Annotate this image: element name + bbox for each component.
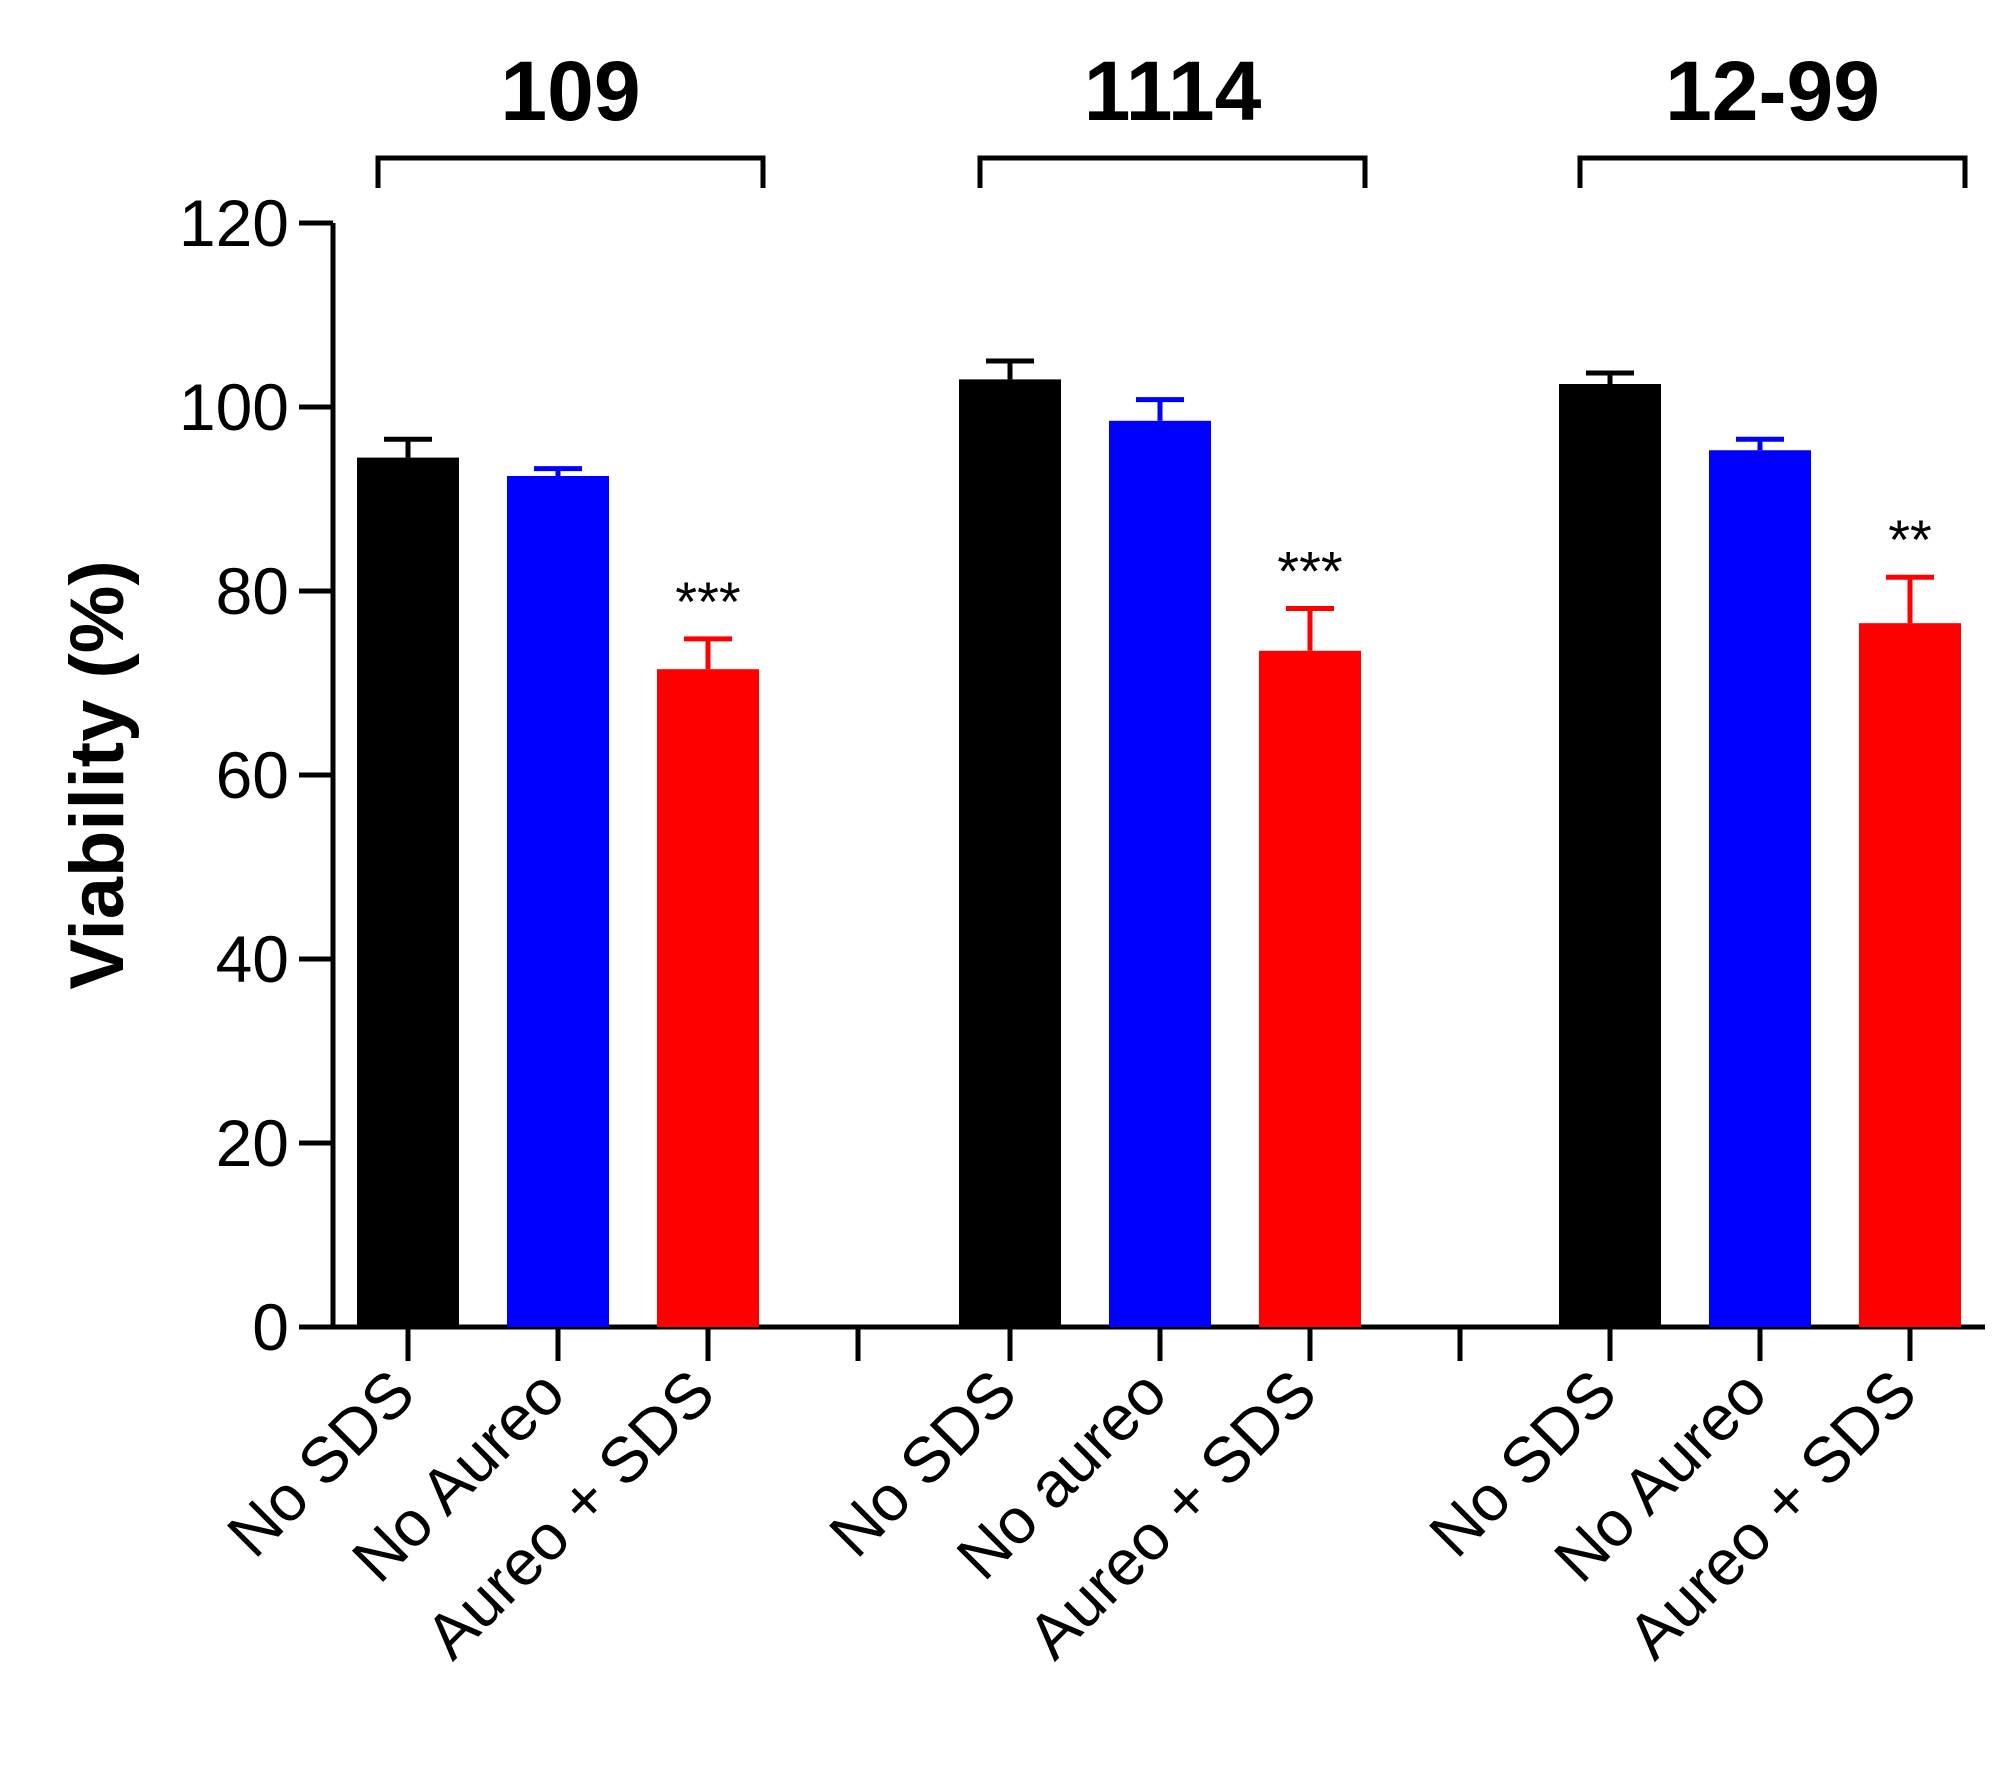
group-bracket (1577, 155, 1968, 188)
significance-label: *** (1277, 539, 1342, 602)
bar (657, 669, 759, 1327)
y-tick-label: 80 (216, 554, 289, 628)
y-tick-label: 20 (216, 1106, 289, 1180)
y-tick-label: 0 (252, 1290, 289, 1364)
y-axis-title: Viability (%) (55, 560, 140, 989)
bar (1259, 650, 1361, 1327)
y-tick-label: 60 (216, 738, 289, 812)
group-title: 12-99 (1665, 44, 1880, 138)
y-tick-label: 120 (179, 186, 289, 260)
group-bracket (375, 155, 766, 188)
group-title: 1114 (1084, 44, 1262, 138)
y-tick-label: 100 (179, 370, 289, 444)
bar (357, 457, 459, 1328)
bar (1709, 450, 1811, 1327)
group-title: 109 (500, 44, 640, 138)
bar (1559, 384, 1661, 1327)
bar (507, 476, 609, 1327)
bar (1859, 623, 1961, 1327)
y-tick-label: 40 (216, 922, 289, 996)
group-bracket (977, 155, 1368, 188)
bars (357, 358, 1961, 1328)
bar (1109, 420, 1211, 1327)
significance-label: *** (675, 570, 740, 633)
bar (959, 379, 1061, 1327)
significance-label: ** (1888, 508, 1932, 571)
